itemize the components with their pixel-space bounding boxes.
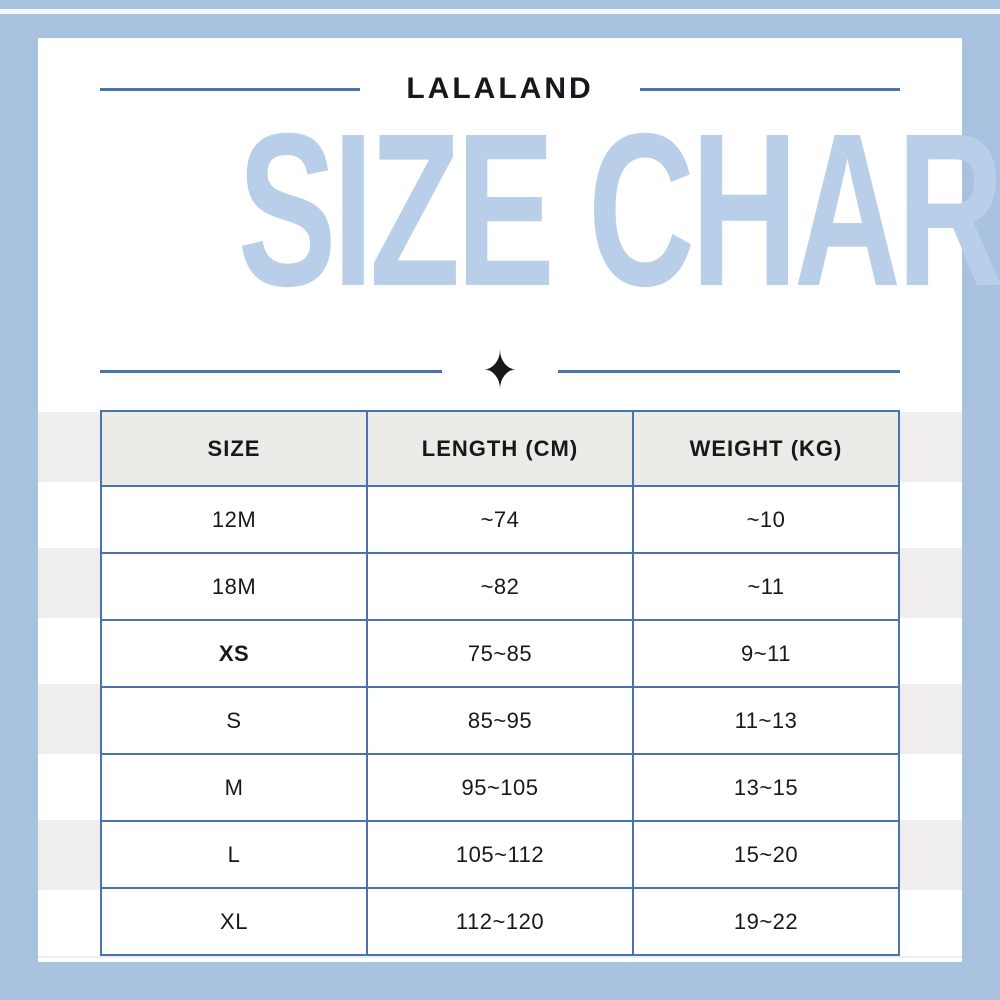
divider-line-left — [100, 369, 443, 373]
brand-line-right — [639, 87, 900, 91]
length-cell: ~82 — [366, 552, 634, 621]
brand-row: LALALAND — [100, 72, 900, 106]
frame-top-stripe — [0, 9, 1000, 14]
brand-name: LALALAND — [406, 72, 594, 105]
table-row: M 95~105 13~15 — [100, 753, 900, 822]
weight-cell: 13~15 — [632, 753, 900, 822]
size-chart-table: SIZE LENGTH (CM) WEIGHT (KG) 12M ~74 ~10 18… — [100, 410, 900, 956]
size-cell: 12M — [100, 485, 368, 554]
size-cell: XL — [100, 887, 368, 956]
table-header-row: SIZE LENGTH (CM) WEIGHT (KG) — [100, 410, 900, 487]
column-header-length: LENGTH (CM) — [366, 410, 634, 487]
table-row: XS 75~85 9~11 — [100, 619, 900, 688]
weight-cell: ~11 — [632, 552, 900, 621]
length-cell: ~74 — [366, 485, 634, 554]
size-cell: S — [100, 686, 368, 755]
size-cell: 18M — [100, 552, 368, 621]
brand-line-left — [100, 87, 361, 91]
size-cell: XS — [100, 619, 368, 688]
size-cell: M — [100, 753, 368, 822]
column-header-size: SIZE — [100, 410, 368, 487]
page-title: SIZE CHART — [38, 102, 1000, 320]
weight-cell: 11~13 — [632, 686, 900, 755]
weight-cell: 15~20 — [632, 820, 900, 889]
size-cell: L — [100, 820, 368, 889]
divider-line-right — [557, 369, 901, 373]
length-cell: 85~95 — [366, 686, 634, 755]
length-cell: 112~120 — [366, 887, 634, 956]
content-panel: LALALAND SIZE CHART ✦ SIZE LENGTH (CM) W… — [38, 38, 1000, 962]
title-divider: ✦ — [100, 341, 901, 400]
size-table-body: 12M ~74 ~10 18M ~82 ~11 XS 75~85 9~11 S 85~95 11~13… — [100, 485, 900, 956]
table-row: XL 112~120 19~22 — [100, 887, 900, 956]
table-row: 12M ~74 ~10 — [100, 485, 900, 554]
table-row: 18M ~82 ~11 — [100, 552, 900, 621]
length-cell: 105~112 — [366, 820, 634, 889]
sparkle-icon: ✦ — [482, 341, 518, 400]
column-header-weight: WEIGHT (KG) — [632, 410, 900, 487]
table-row: S 85~95 11~13 — [100, 686, 900, 755]
page-title-text: SIZE CHART — [237, 89, 1000, 332]
length-cell: 75~85 — [366, 619, 634, 688]
length-cell: 95~105 — [366, 753, 634, 822]
table-row: L 105~112 15~20 — [100, 820, 900, 889]
weight-cell: ~10 — [632, 485, 900, 554]
weight-cell: 19~22 — [632, 887, 900, 956]
weight-cell: 9~11 — [632, 619, 900, 688]
